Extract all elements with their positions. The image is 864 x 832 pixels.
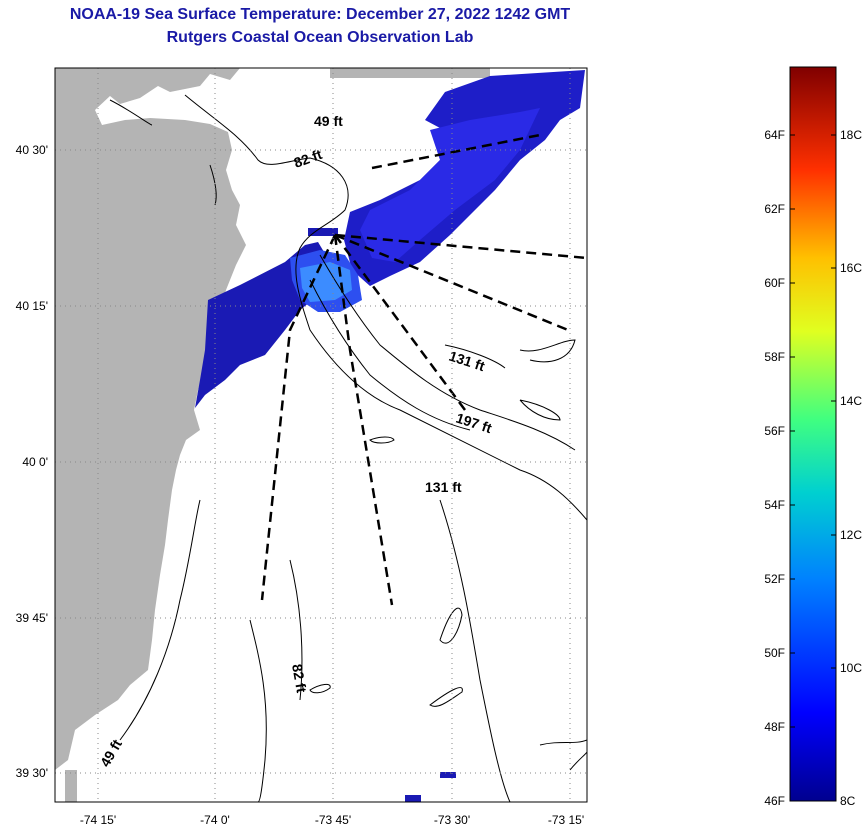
map-title: NOAA-19 Sea Surface Temperature: Decembe… bbox=[69, 6, 571, 23]
land-mass bbox=[55, 68, 246, 770]
sst-data-layer bbox=[195, 70, 585, 802]
colorbar-f-label: 58F bbox=[764, 350, 785, 364]
map-subtitle: Rutgers Coastal Ocean Observation Lab bbox=[166, 29, 474, 46]
lon-label: -74 0' bbox=[200, 813, 230, 827]
lon-label: -73 45' bbox=[315, 813, 351, 827]
colorbar-c-label: 16C bbox=[840, 261, 862, 275]
transect-lines bbox=[260, 133, 587, 606]
colorbar-c-label: 10C bbox=[840, 661, 862, 675]
colorbar-f-label: 50F bbox=[764, 646, 785, 660]
colorbar-f-label: 46F bbox=[764, 794, 785, 808]
colorbar-f-label: 48F bbox=[764, 720, 785, 734]
lat-label: 40 30' bbox=[16, 143, 48, 157]
lat-label: 40 15' bbox=[16, 299, 48, 313]
colorbar-f-label: 56F bbox=[764, 424, 785, 438]
depth-label: 82 ft bbox=[289, 663, 310, 694]
map-plot-area: 49 ft 82 ft 131 ft 197 ft 131 ft 82 ft 4… bbox=[55, 68, 587, 802]
lat-label: 40 0' bbox=[22, 455, 48, 469]
lon-label: -74 15' bbox=[80, 813, 116, 827]
land-strip bbox=[330, 68, 490, 78]
colorbar-f-label: 62F bbox=[764, 202, 785, 216]
depth-label: 49 ft bbox=[314, 113, 343, 129]
depth-label: 131 ft bbox=[425, 479, 462, 495]
temperature-colorbar bbox=[789, 66, 837, 802]
land-corner bbox=[65, 770, 77, 802]
colorbar-f-label: 54F bbox=[764, 498, 785, 512]
colorbar-c-label: 18C bbox=[840, 128, 862, 142]
lat-label: 39 30' bbox=[16, 766, 48, 780]
lon-label: -73 15' bbox=[548, 813, 584, 827]
colorbar-c-label: 8C bbox=[840, 794, 856, 808]
colorbar-f-label: 52F bbox=[764, 572, 785, 586]
bathymetry-contours bbox=[109, 94, 587, 802]
lat-label: 39 45' bbox=[16, 611, 48, 625]
lon-label: -73 30' bbox=[434, 813, 470, 827]
colorbar-f-label: 64F bbox=[764, 128, 785, 142]
graticule bbox=[55, 68, 587, 802]
map-frame bbox=[54, 67, 588, 803]
colorbar-ticks bbox=[790, 134, 836, 728]
colorbar-c-label: 14C bbox=[840, 394, 862, 408]
colorbar-f-label: 60F bbox=[764, 276, 785, 290]
colorbar-c-label: 12C bbox=[840, 528, 862, 542]
